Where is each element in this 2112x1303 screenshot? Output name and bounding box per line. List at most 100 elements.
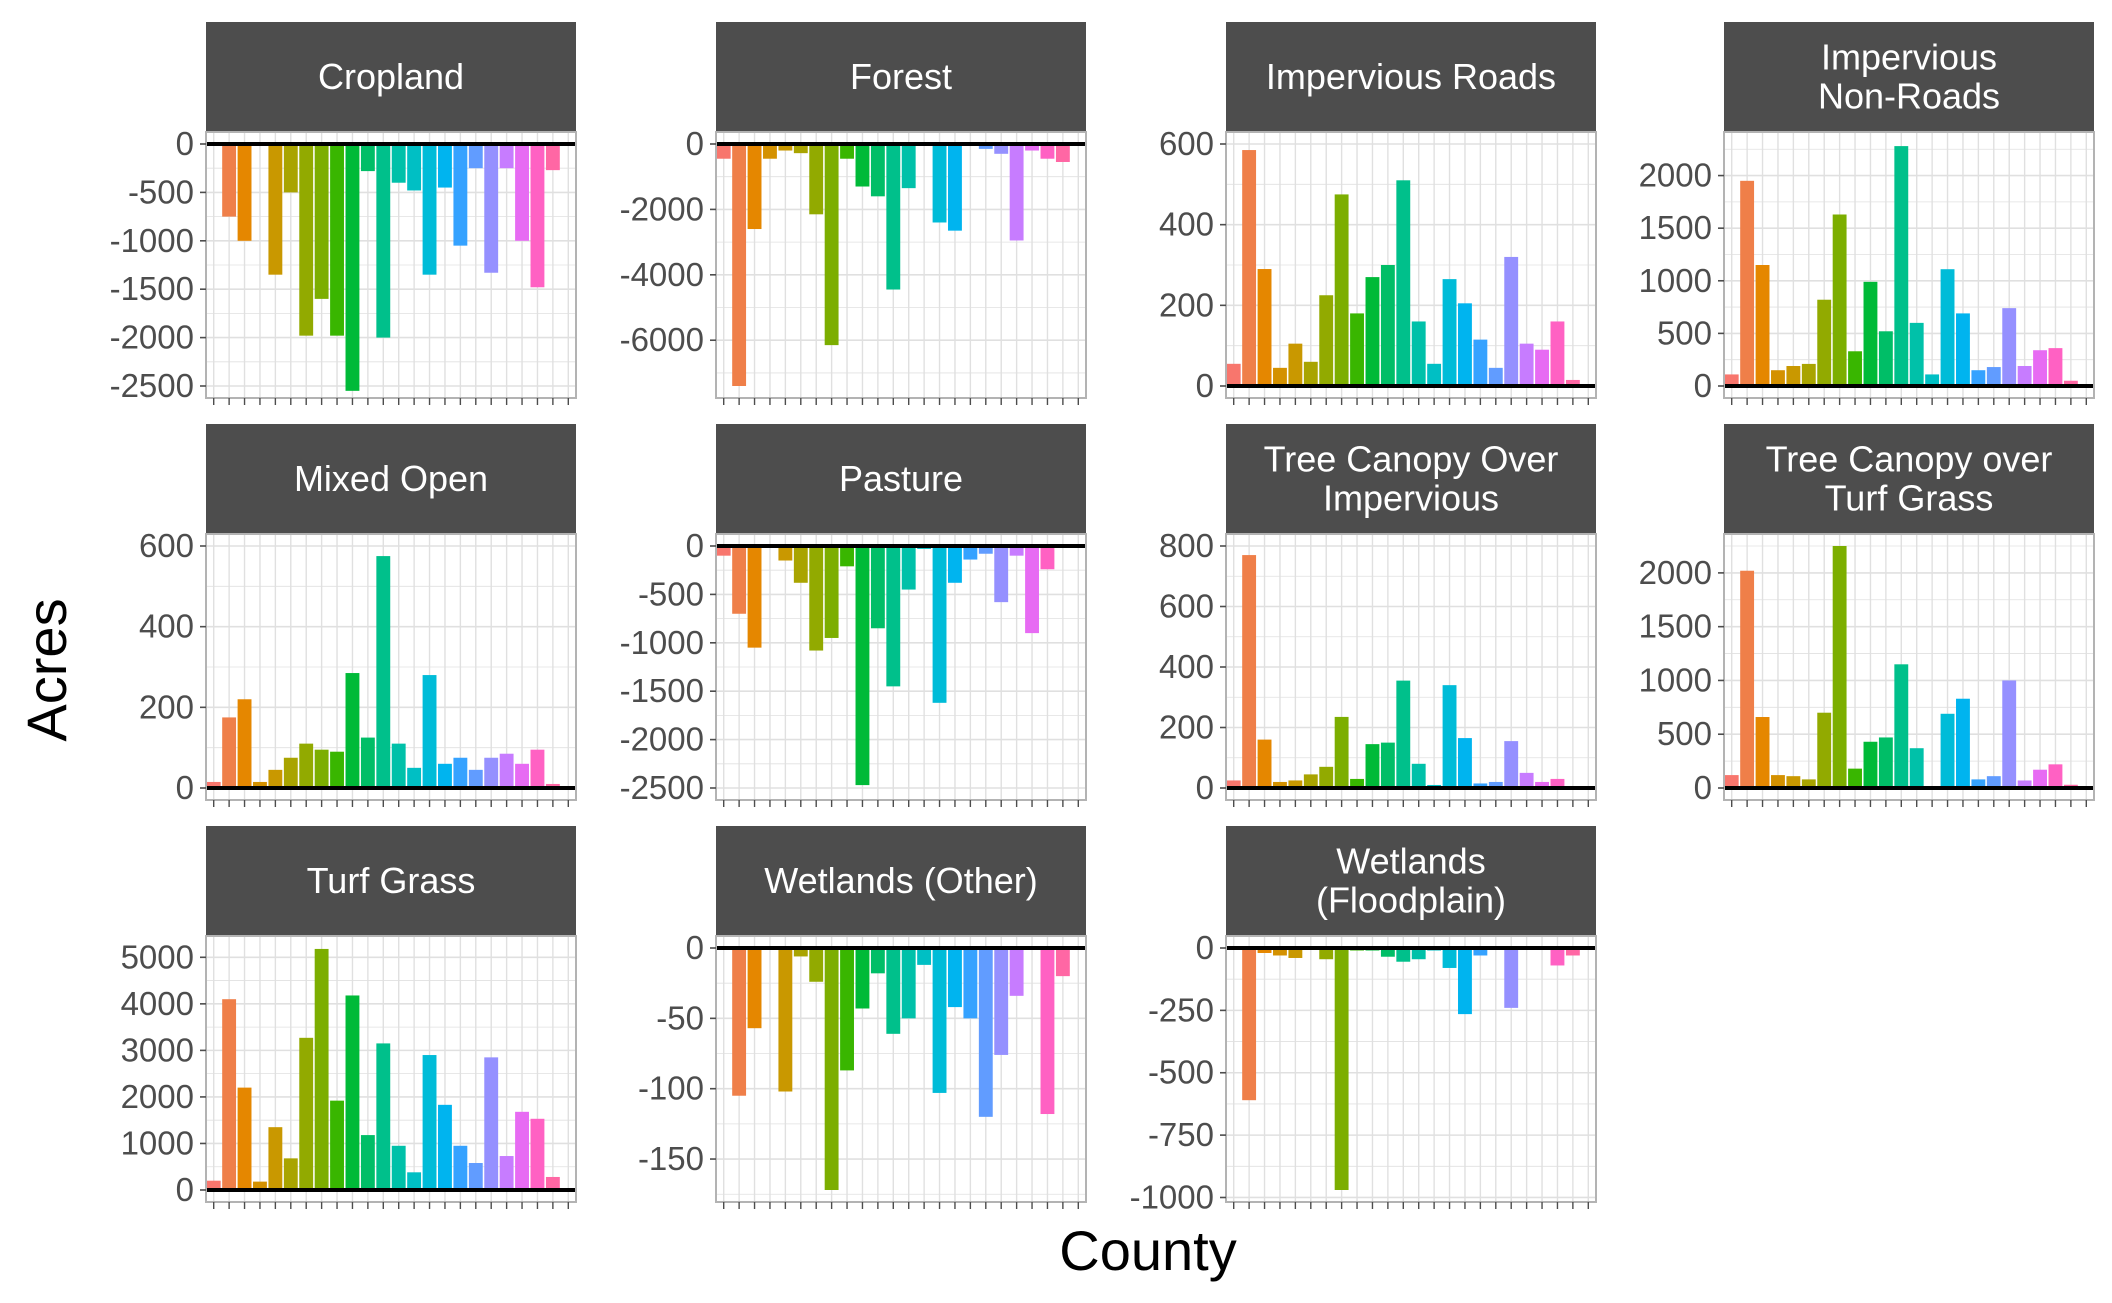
panel-4-ytick-label: 500	[1657, 314, 1712, 351]
panel-6-bar-20	[1009, 546, 1024, 556]
panel-3: Impervious Roads 0 200 400 600	[1159, 22, 1597, 405]
panel-1-bar-18	[468, 144, 483, 169]
panel-10-bar-22	[1040, 948, 1055, 1115]
panel-11-strip	[1226, 826, 1596, 936]
panel-5-bar-14	[407, 767, 422, 788]
panel-9-bar-15	[422, 1055, 437, 1190]
panel-6: Pasture 0 -500 -1000 -1500 -2000 -2500	[620, 424, 1087, 807]
panel-10-strip	[716, 826, 1086, 936]
panel-11-bar-7	[1319, 948, 1334, 960]
panel-8-bar-16	[1956, 698, 1970, 788]
panel-5-bar-22	[530, 749, 545, 788]
panel-3-ytick-label: 0	[1196, 367, 1214, 404]
panel-4-bar-9	[1848, 351, 1862, 386]
panel-2-strip	[716, 22, 1086, 132]
panel-8-bar-8	[1832, 546, 1847, 788]
panel-5-title-line-1: Mixed Open	[294, 458, 488, 499]
panel-4-bar-23	[2063, 380, 2078, 386]
panel-5-border	[205, 533, 577, 801]
panel-10-bar-16	[948, 948, 962, 1008]
panel-5-bar-5	[268, 769, 283, 788]
panel-8-bar-5	[1786, 776, 1801, 788]
panel-4-bar-5	[1786, 366, 1801, 386]
panel-2-bar-7	[809, 144, 824, 215]
panel-3-bar-11	[1380, 265, 1395, 386]
panel-10-bar-9	[840, 948, 854, 1071]
panel-8-bar-22	[2048, 764, 2063, 788]
panel-1-bar-10	[345, 144, 360, 391]
panel-8-bar-18	[1986, 776, 2001, 788]
panel-6-ytick-label: -2500	[620, 769, 704, 806]
panel-2-bar-9	[840, 144, 854, 159]
panel-3-bar-9	[1350, 313, 1364, 386]
panel-8-bar-10	[1863, 741, 1878, 788]
panel-4-bar-12	[1894, 146, 1909, 386]
panel-8-bar-15	[1940, 713, 1955, 788]
panel-9-bar-3	[237, 1087, 252, 1190]
x-axis-title: County	[1059, 1219, 1236, 1282]
panel-1-ytick-label: 0	[176, 125, 194, 162]
panel-3-bar-7	[1319, 295, 1334, 386]
panel-8-ytick-label: 500	[1657, 715, 1712, 752]
panel-2-title-line-1: Forest	[850, 56, 952, 97]
panel-3-bar-22	[1550, 321, 1565, 386]
panel-3-bar-4	[1273, 367, 1287, 386]
panel-11-border	[1225, 935, 1597, 1203]
panel-11-bar-2	[1242, 948, 1257, 1101]
panel-3-bar-1	[1226, 363, 1241, 386]
panel-7-bar-7	[1319, 766, 1334, 788]
panel-1-bar-5	[268, 144, 283, 275]
panel-6-bar-17	[963, 546, 978, 560]
panel-1-bar-13	[391, 144, 406, 183]
panel-11-ytick-label: 0	[1196, 929, 1214, 966]
panel-4-title-line-1: Impervious	[1821, 37, 1997, 78]
panel-4-ytick-label: 1000	[1639, 262, 1712, 299]
panel-6-bar-15	[932, 546, 947, 703]
panel-11-bar-8	[1334, 948, 1349, 1190]
panel-8-title-line-2: Turf Grass	[1825, 478, 1994, 519]
panel-8-bar-11	[1878, 737, 1893, 788]
panel-2-bar-21	[1025, 144, 1039, 151]
panel-8-bar-9	[1848, 768, 1862, 788]
panel-9-bar-22	[530, 1118, 545, 1190]
panel-3-bar-2	[1242, 150, 1257, 386]
panel-10-bar-3	[747, 948, 762, 1029]
panel-7-bar-19	[1504, 741, 1519, 788]
panel-8-ytick-label: 2000	[1639, 554, 1712, 591]
panel-6-ytick-label: -500	[638, 575, 704, 612]
panel-9-bar-4	[253, 1181, 267, 1190]
panel-7-bar-13	[1411, 763, 1426, 788]
panel-9-bar-14	[407, 1172, 422, 1190]
panel-9-title-line-1: Turf Grass	[307, 860, 476, 901]
panel-1-bar-9	[330, 144, 344, 336]
panel-4-ytick-label: 1500	[1639, 209, 1712, 246]
panel-1-title-line-1: Cropland	[318, 56, 464, 97]
panel-11-bar-22	[1550, 948, 1565, 966]
panel-7-bar-1	[1226, 780, 1241, 788]
panel-8-ytick-label: 1000	[1639, 661, 1712, 698]
panel-8-ytick-label: 0	[1694, 769, 1712, 806]
panel-3-strip	[1226, 22, 1596, 132]
panel-9-ytick-label: 5000	[121, 938, 194, 975]
panel-1-ytick-label: -1000	[110, 222, 194, 259]
panel-5-bar-12	[376, 556, 391, 788]
panel-3-ytick-label: 200	[1159, 286, 1214, 323]
panel-1-bar-3	[237, 144, 252, 241]
panel-5-bar-6	[283, 757, 298, 788]
panel-3-bar-20	[1519, 343, 1534, 386]
panel-11-bar-3	[1257, 948, 1272, 953]
panel-7-bar-15	[1442, 685, 1457, 788]
panel-7-bar-10	[1365, 744, 1380, 788]
panel-8-bar-20	[2017, 780, 2032, 788]
panel-8-bar-1	[1724, 775, 1739, 788]
panel-6-bar-11	[870, 546, 885, 629]
panel-10-bar-18	[978, 948, 993, 1117]
panel-9-bar-9	[330, 1100, 344, 1190]
panel-6-ytick-label: -1500	[620, 672, 704, 709]
panel-9-ytick-label: 0	[176, 1171, 194, 1208]
panel-5-bar-10	[345, 673, 360, 788]
panel-6-ytick-label: 0	[686, 527, 704, 564]
panel-7-bar-3	[1257, 739, 1272, 788]
